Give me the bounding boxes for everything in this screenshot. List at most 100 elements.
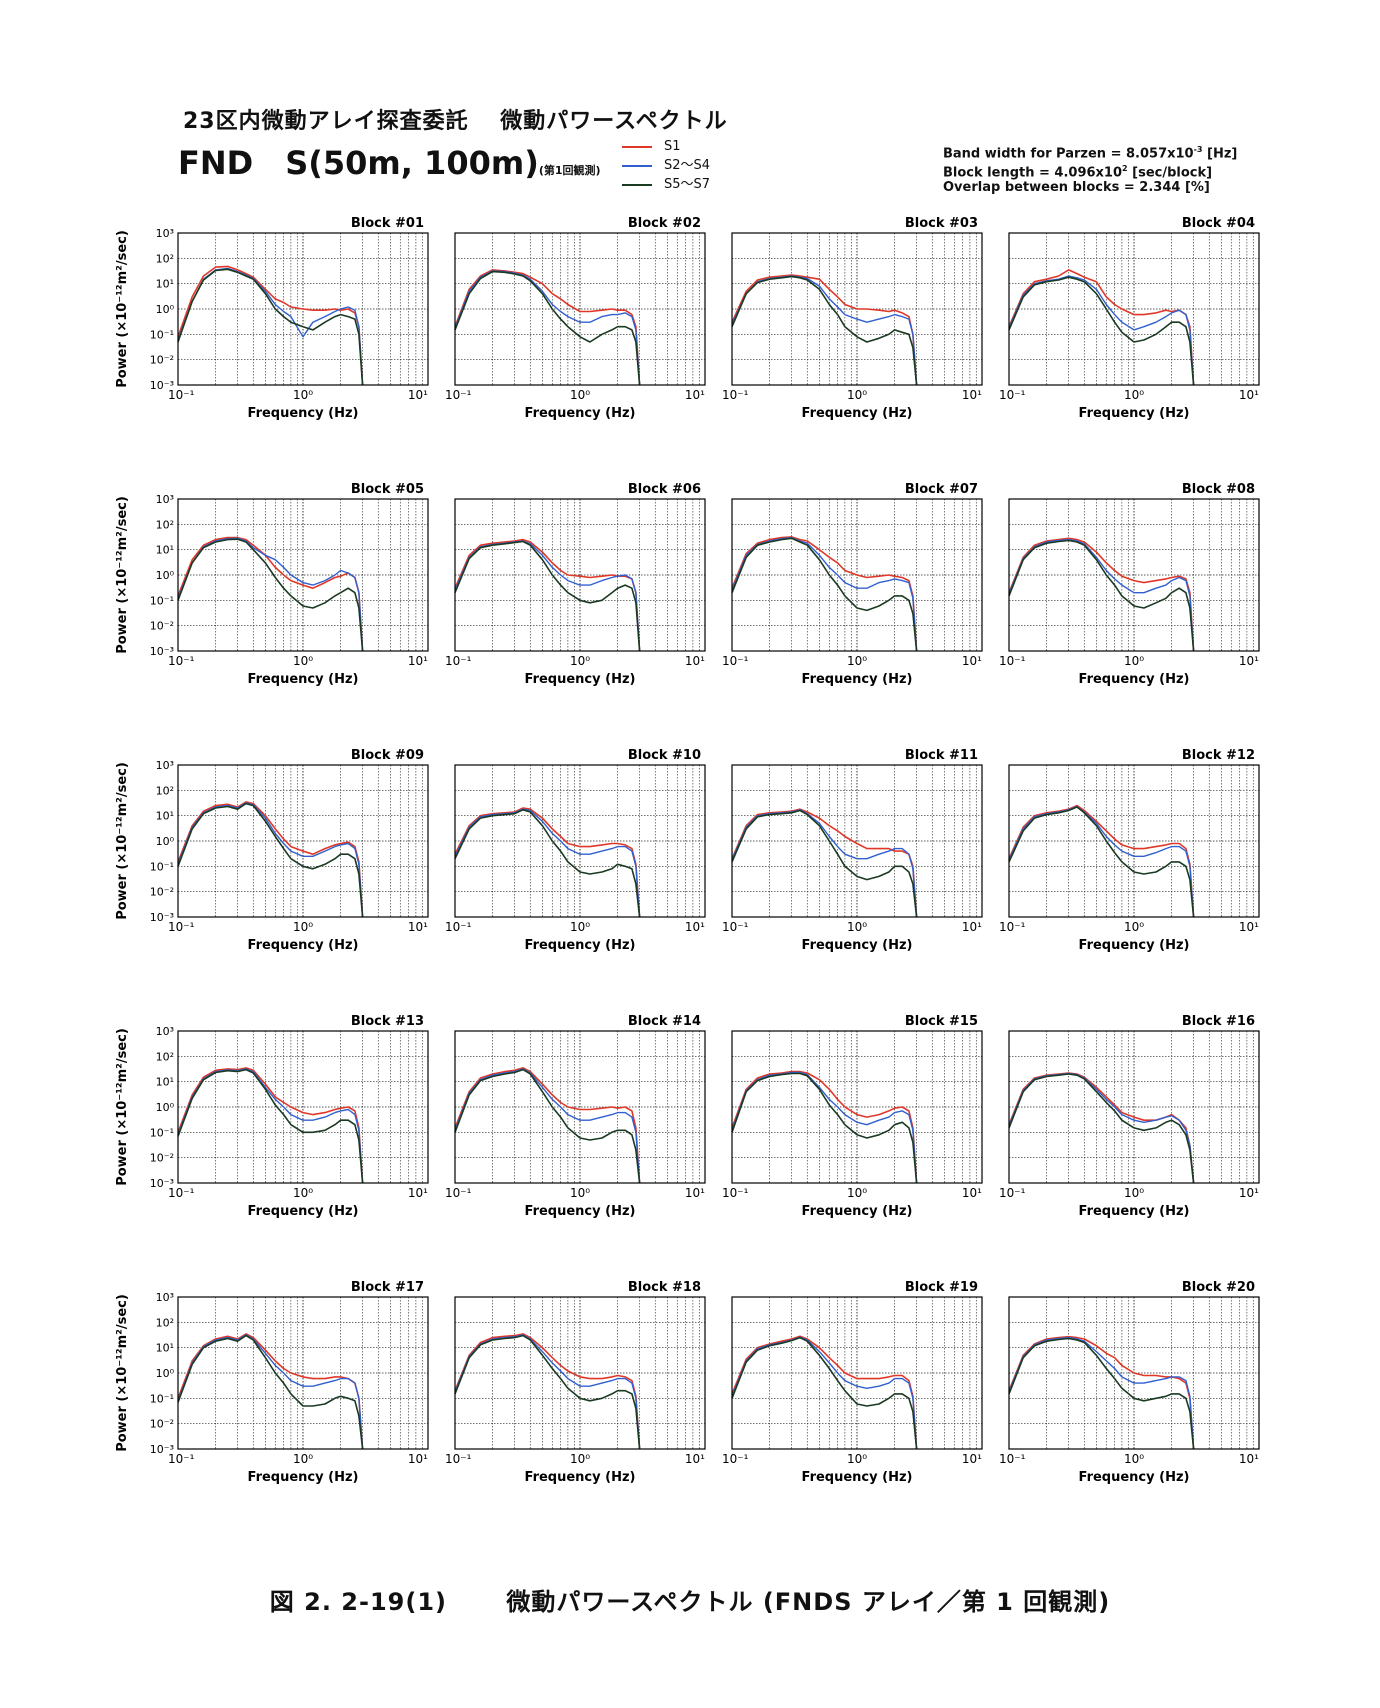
panel-frame	[1008, 764, 1260, 918]
y-tick-label: 10⁰	[156, 303, 175, 316]
y-tick-label: 10⁰	[156, 569, 175, 582]
panel-frame	[454, 1296, 706, 1450]
param-overlap: Overlap between blocks = 2.344 [%]	[943, 180, 1210, 195]
series-line-S2～S4	[454, 1068, 641, 1184]
x-tick-label: 10⁻¹	[999, 654, 1026, 668]
x-tick-label: 10⁰	[847, 388, 867, 402]
y-tick-label: 10⁻¹	[150, 1126, 174, 1139]
series-line-S5～S7	[177, 538, 364, 652]
x-tick-label: 10⁰	[293, 920, 313, 934]
y-tick-label: 10³	[156, 493, 174, 506]
series-line-S5～S7	[1008, 1073, 1195, 1184]
x-tick-label: 10⁻¹	[999, 1452, 1026, 1466]
x-tick-label: 10⁻¹	[168, 654, 195, 668]
series-line-S5～S7	[177, 268, 364, 386]
block-title: Block #19	[905, 1280, 978, 1295]
series-line-S2～S4	[454, 1334, 641, 1450]
y-tick-label: 10¹	[156, 810, 174, 823]
block-title: Block #05	[351, 482, 424, 497]
y-tick-label: 10⁻¹	[150, 328, 174, 341]
x-tick-label: 10⁰	[847, 920, 867, 934]
panel-frame	[454, 1030, 706, 1184]
panel-frame	[1008, 1030, 1260, 1184]
x-tick-label: 10¹	[408, 920, 428, 934]
x-tick-label: 10¹	[1239, 388, 1259, 402]
series-line-S1	[1008, 804, 1195, 918]
y-tick-label: 10¹	[156, 1342, 174, 1355]
y-tick-label: 10²	[156, 1316, 174, 1329]
x-tick-label: 10¹	[408, 388, 428, 402]
analysis-parameters: Band width for Parzen = 8.057x10-3 [Hz] …	[943, 140, 1237, 197]
panel-frame	[731, 232, 983, 386]
x-tick-label: 10⁰	[570, 654, 590, 668]
x-tick-label: 10⁻¹	[168, 1186, 195, 1200]
spectrum-panel: Block #19 10⁻¹ 10⁰ 10¹ Frequency (Hz)	[722, 1280, 983, 1485]
series-line-S5～S7	[454, 270, 641, 386]
y-tick-label: 10¹	[156, 278, 174, 291]
y-tick-label: 10³	[156, 759, 174, 772]
series-line-S5～S7	[1008, 806, 1195, 918]
series-line-S5～S7	[731, 1336, 918, 1450]
series-line-S5～S7	[1008, 276, 1195, 386]
x-tick-label: 10⁻¹	[168, 920, 195, 934]
spectrum-panel: Block #06 10⁻¹ 10⁰ 10¹ Frequency (Hz)	[445, 482, 706, 687]
x-tick-label: 10⁰	[847, 1452, 867, 1466]
series-line-S1	[177, 1067, 364, 1184]
x-tick-label: 10⁰	[1124, 920, 1144, 934]
panel-frame	[731, 1296, 983, 1450]
series-line-S5～S7	[454, 1334, 641, 1450]
x-tick-label: 10⁻¹	[722, 920, 749, 934]
legend-swatch-s1	[622, 146, 652, 148]
x-tick-label: 10⁻¹	[445, 920, 472, 934]
x-axis-label: Frequency (Hz)	[525, 406, 636, 421]
series-line-S2～S4	[731, 536, 918, 652]
y-tick-label: 10⁻²	[150, 620, 174, 633]
block-title: Block #09	[351, 748, 424, 763]
block-title: Block #11	[905, 748, 978, 763]
x-tick-label: 10⁰	[1124, 388, 1144, 402]
x-axis-label: Frequency (Hz)	[525, 938, 636, 953]
spectrum-panel: Block #04 10⁻¹ 10⁰ 10¹ Frequency (Hz)	[999, 216, 1260, 421]
y-axis-label: Power (×10⁻¹²m²/sec)	[115, 1294, 130, 1452]
x-axis-label: Frequency (Hz)	[248, 938, 359, 953]
spectrum-panel: Block #08 10⁻¹ 10⁰ 10¹ Frequency (Hz)	[999, 482, 1260, 687]
y-tick-label: 10²	[156, 252, 174, 265]
series-line-S5～S7	[731, 1072, 918, 1184]
x-tick-label: 10⁰	[570, 1452, 590, 1466]
legend-label-s1: S1	[664, 139, 681, 154]
block-title: Block #06	[628, 482, 701, 497]
series-line-S1	[731, 1335, 918, 1450]
series-line-S5～S7	[1008, 539, 1195, 652]
series-line-S2～S4	[177, 802, 364, 918]
y-tick-label: 10³	[156, 227, 174, 240]
x-tick-label: 10⁻¹	[999, 388, 1026, 402]
y-tick-label: 10⁰	[156, 835, 175, 848]
block-title: Block #13	[351, 1014, 424, 1029]
x-tick-label: 10¹	[1239, 1186, 1259, 1200]
x-tick-label: 10⁰	[293, 654, 313, 668]
x-tick-label: 10¹	[962, 654, 982, 668]
block-title: Block #03	[905, 216, 978, 231]
x-axis-label: Frequency (Hz)	[802, 406, 913, 421]
x-tick-label: 10¹	[408, 1452, 428, 1466]
block-title: Block #07	[905, 482, 978, 497]
x-axis-label: Frequency (Hz)	[1079, 1470, 1190, 1485]
x-tick-label: 10¹	[685, 920, 705, 934]
spectrum-panel: Block #18 10⁻¹ 10⁰ 10¹ Frequency (Hz)	[445, 1280, 706, 1485]
x-tick-label: 10⁻¹	[168, 388, 195, 402]
series-line-S5～S7	[177, 802, 364, 918]
spectrum-panel: Block #11 10⁻¹ 10⁰ 10¹ Frequency (Hz)	[722, 748, 983, 953]
series-line-S1	[177, 801, 364, 918]
x-tick-label: 10¹	[1239, 920, 1259, 934]
y-tick-label: 10⁻³	[150, 645, 174, 658]
x-tick-label: 10⁰	[293, 388, 313, 402]
series-line-S1	[454, 807, 641, 918]
panel-frame	[177, 1030, 429, 1184]
x-tick-label: 10¹	[685, 1186, 705, 1200]
x-tick-label: 10⁰	[847, 1186, 867, 1200]
page-title: 23区内微動アレイ探査委託 微動パワースペクトル	[183, 109, 728, 134]
x-axis-label: Frequency (Hz)	[248, 406, 359, 421]
